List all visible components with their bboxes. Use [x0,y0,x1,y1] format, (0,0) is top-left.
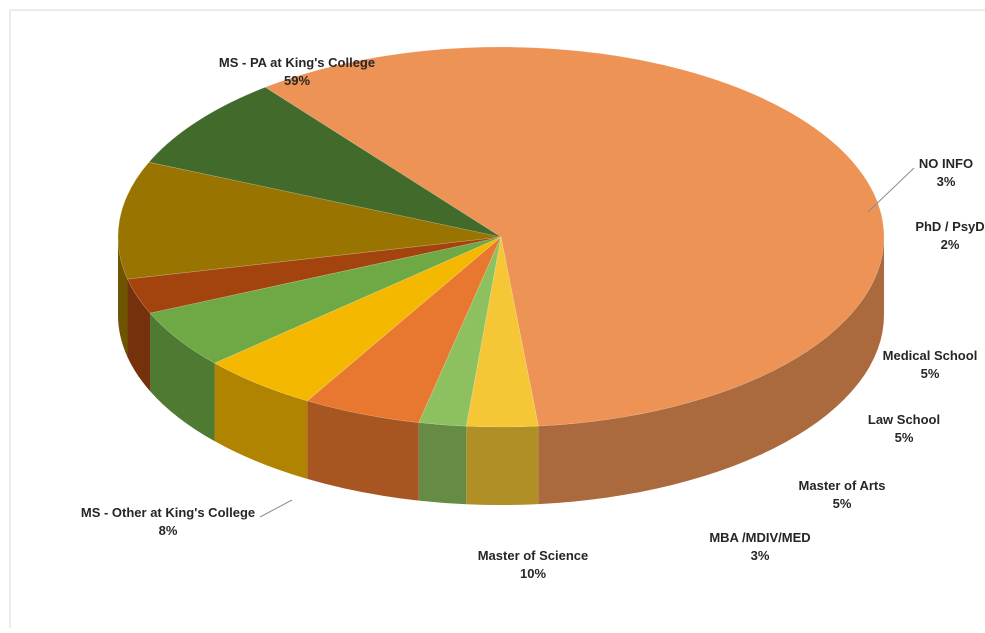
pie-slice-master-of-arts [149,236,502,364]
slice-value-law-school: 5% [895,430,914,445]
slice-label-ms-other-at-king-s-college: MS - Other at King's College [81,505,255,520]
slice-label-law-school: Law School [868,412,940,427]
pie-slice-mba-mdiv-med [127,236,502,314]
slice-value-master-of-arts: 5% [833,496,852,511]
pie-slice-ms-pa-at-king-s-college [264,46,885,427]
slice-value-ms-other-at-king-s-college: 8% [159,523,178,538]
pie-side-no-info [466,426,539,506]
pie-slice-no-info [465,236,539,428]
pie-side-walls [118,237,884,506]
slice-label-master-of-arts: Master of Arts [799,478,886,493]
slice-label-ms-pa-at-king-s-college: MS - PA at King's College [219,55,375,70]
leader-line-ms-other-at-king-s-college [259,499,293,518]
data-labels: MS - PA at King's College 59% NO INFO 3% PhD… [81,55,985,581]
slice-label-master-of-science: Master of Science [478,548,589,563]
chart-border [9,9,985,628]
slice-value-ms-pa-at-king-s-college: 59% [284,73,310,88]
pie-side-mba-mdiv-med [127,279,151,392]
slice-value-no-info: 3% [937,174,956,189]
pie-slices [117,46,885,428]
slice-label-medical-school: Medical School [883,348,978,363]
slice-value-master-of-science: 10% [520,566,546,581]
pie-slice-phd-psyd [418,236,502,427]
pie-side-ms-pa-at-king-s-college [538,237,884,505]
pie-slice-ms-other-at-king-s-college [148,86,502,238]
slice-value-mba-mdiv-med: 3% [751,548,770,563]
slice-label-phd-psyd: PhD / PsyD [915,219,984,234]
slice-label-mba-mdiv-med: MBA /MDIV/MED [709,530,810,545]
pie-slice-law-school [213,236,502,402]
slice-value-phd-psyd: 2% [941,237,960,252]
slice-label-no-info: NO INFO [919,156,973,171]
pie-side-master-of-arts [150,313,215,442]
leader-line-no-info [867,167,915,213]
label-leader-lines [259,167,915,518]
pie-side-law-school [214,363,308,479]
pie-side-phd-psyd [418,422,467,505]
pie-slice-master-of-science [117,161,502,280]
pie-side-master-of-science [118,237,128,358]
pie-side-medical-school [307,400,419,501]
slice-value-medical-school: 5% [921,366,940,381]
pie-slice-medical-school [306,236,502,423]
